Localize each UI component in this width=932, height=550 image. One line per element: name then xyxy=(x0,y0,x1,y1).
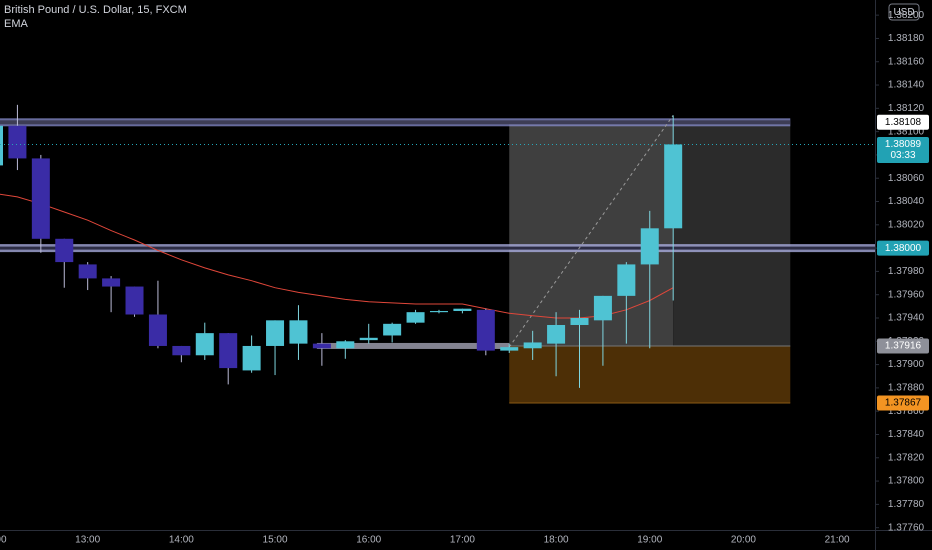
currency-badge[interactable] xyxy=(888,3,920,21)
candle-body xyxy=(0,125,3,166)
y-tick-label: 1.38020 xyxy=(888,219,925,230)
target-zone-ext xyxy=(673,122,791,346)
candle-body xyxy=(266,320,285,346)
entry-badge xyxy=(877,338,929,354)
y-tick-label: 1.38100 xyxy=(888,126,925,137)
candle-body xyxy=(523,342,542,349)
y-tick-label: 1.38160 xyxy=(888,56,925,67)
countdown-label: 03:33 xyxy=(890,150,915,161)
y-tick-label: 1.37880 xyxy=(888,383,925,394)
y-tick-label: 1.37780 xyxy=(888,499,925,510)
currency-label[interactable]: USD xyxy=(893,7,914,18)
x-tick-label: 15:00 xyxy=(263,535,288,546)
y-tick-label: 1.38120 xyxy=(888,103,925,114)
candle-body xyxy=(547,324,566,344)
y-tick-label: 1.37940 xyxy=(888,313,925,324)
current-price-badge xyxy=(877,136,929,163)
support-band-core xyxy=(0,246,875,250)
candle-body xyxy=(125,286,144,315)
candle-body xyxy=(219,333,238,369)
y-tick-label: 1.38140 xyxy=(888,80,925,91)
x-tick-label: 16:00 xyxy=(356,535,381,546)
stop-badge xyxy=(877,395,929,411)
candle-body xyxy=(78,264,97,279)
x-tick-label: 20:00 xyxy=(731,535,756,546)
candle-body xyxy=(383,323,402,336)
candle-body xyxy=(429,311,448,313)
projection-line xyxy=(508,115,674,348)
ema-line xyxy=(0,193,674,319)
target-badge-label: 1.38108 xyxy=(885,117,922,128)
y-tick-label: 1.38180 xyxy=(888,33,925,44)
entry-band xyxy=(316,342,510,349)
x-tick-label: 13:00 xyxy=(75,535,100,546)
candle-body xyxy=(500,347,519,351)
x-tick-label: 21:00 xyxy=(825,535,850,546)
level-badge xyxy=(877,240,929,256)
candle-body xyxy=(195,333,214,356)
x-tick-label: 14:00 xyxy=(169,535,194,546)
y-tick-label: 1.37760 xyxy=(888,522,925,533)
y-tick-label: 1.37900 xyxy=(888,359,925,370)
candle-body xyxy=(312,343,331,349)
x-tick-label: 18:00 xyxy=(544,535,569,546)
target-badge xyxy=(877,114,929,130)
indicator-label: EMA xyxy=(4,18,29,30)
candle-body xyxy=(148,314,167,346)
candle-body xyxy=(453,308,472,312)
y-tick-label: 1.38060 xyxy=(888,173,925,184)
entry-badge-label: 1.37916 xyxy=(885,341,922,352)
candle-body xyxy=(102,278,121,287)
y-tick-label: 1.37800 xyxy=(888,476,925,487)
candle-body xyxy=(31,158,50,239)
x-tick-label: 17:00 xyxy=(450,535,475,546)
y-tick-label: 1.37980 xyxy=(888,266,925,277)
candle-body xyxy=(570,318,589,325)
candle-body xyxy=(664,144,683,229)
stop-zone xyxy=(509,345,791,404)
candle-body xyxy=(617,264,636,296)
plot-area xyxy=(0,104,875,404)
resistance-band-core xyxy=(0,120,791,125)
candle-body xyxy=(359,337,378,341)
y-tick-label: 1.37960 xyxy=(888,289,925,300)
candle-body xyxy=(336,341,355,349)
y-tick-label: 1.37840 xyxy=(888,429,925,440)
candle-body xyxy=(289,320,308,344)
stop-badge-label: 1.37867 xyxy=(885,398,922,409)
candle-body xyxy=(55,238,74,263)
candle-body xyxy=(406,312,425,323)
candle-body xyxy=(242,345,261,371)
x-tick-label: 12:00 xyxy=(0,535,7,546)
y-tick-label: 1.37820 xyxy=(888,452,925,463)
y-tick-label: 1.37860 xyxy=(888,406,925,417)
candle-body xyxy=(172,345,191,356)
candle-body xyxy=(8,125,27,159)
candle-body xyxy=(640,228,659,265)
candle-body xyxy=(593,295,612,321)
x-tick-label: 19:00 xyxy=(637,535,662,546)
y-tick-label: 1.38200 xyxy=(888,10,925,21)
current-price-badge-label: 1.38089 xyxy=(885,139,922,150)
level-badge-label: 1.38000 xyxy=(885,243,922,254)
y-tick-label: 1.38040 xyxy=(888,196,925,207)
candle-body xyxy=(476,309,495,351)
chart-title: British Pound / U.S. Dollar, 15, FXCM xyxy=(4,4,187,16)
